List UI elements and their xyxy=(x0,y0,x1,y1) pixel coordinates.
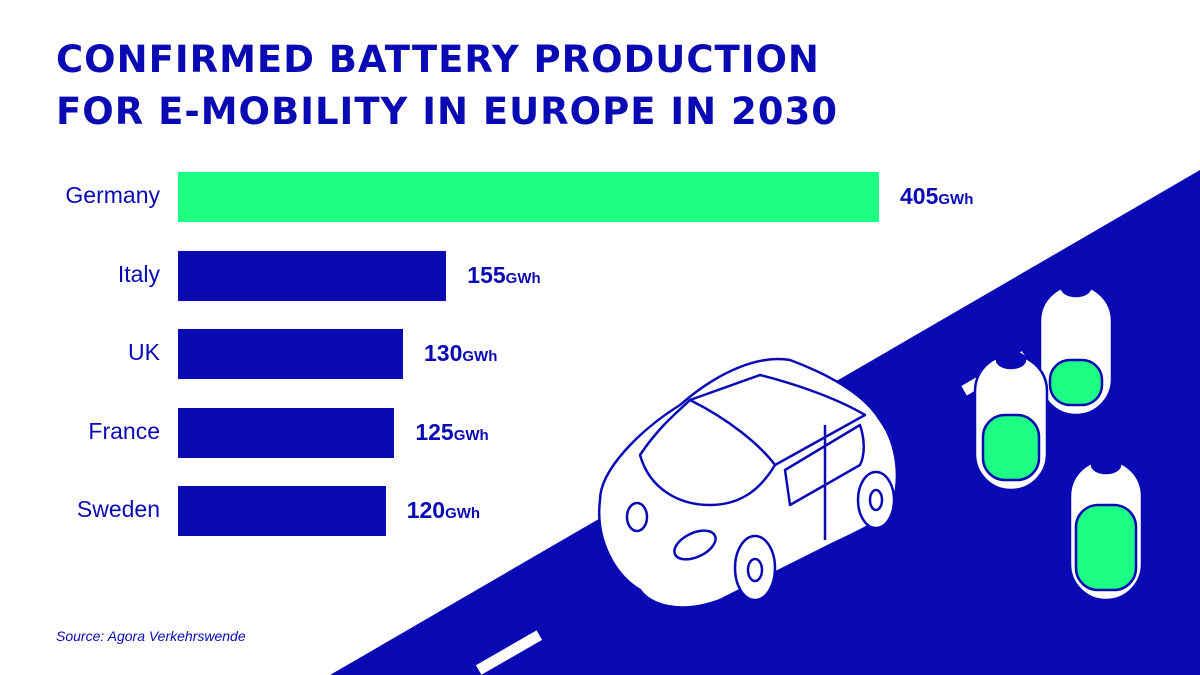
car-icon xyxy=(597,357,899,609)
bar-sweden xyxy=(178,486,386,536)
battery-icon xyxy=(1068,455,1144,602)
unit-label: GWh xyxy=(462,348,498,365)
bar-uk xyxy=(178,329,403,379)
category-label: Italy xyxy=(117,260,160,287)
bar-italy xyxy=(178,250,447,301)
unit-label: GWh xyxy=(453,426,489,444)
chart-title: CONFIRMED BATTERY PRODUCTION FOR E-MOBILI… xyxy=(56,34,838,138)
value-label: 130GWh xyxy=(424,340,498,366)
category-label: France xyxy=(88,417,160,444)
value-label: 125GWh xyxy=(415,418,489,445)
unit-label: GWh xyxy=(938,191,974,208)
battery-icons xyxy=(973,278,1144,602)
unit-label: GWh xyxy=(505,269,541,287)
bar-france xyxy=(178,407,395,458)
unit-label: GWh xyxy=(445,505,481,522)
category-label: Germany xyxy=(65,182,160,208)
battery-icon xyxy=(973,350,1049,492)
title-line-1: CONFIRMED BATTERY PRODUCTION xyxy=(56,38,820,81)
bar-germany xyxy=(178,172,879,222)
value-label: 120GWh xyxy=(406,497,481,523)
title-line-2: FOR E-MOBILITY IN EUROPE IN 2030 xyxy=(56,90,838,133)
battery-icon xyxy=(1038,278,1114,417)
source-note: Source: Agora Verkehrswende xyxy=(56,628,246,644)
value-label: 155GWh xyxy=(467,261,541,288)
category-label: Sweden xyxy=(76,496,160,522)
value-label: 405GWh xyxy=(900,183,974,209)
category-label: UK xyxy=(128,339,160,365)
